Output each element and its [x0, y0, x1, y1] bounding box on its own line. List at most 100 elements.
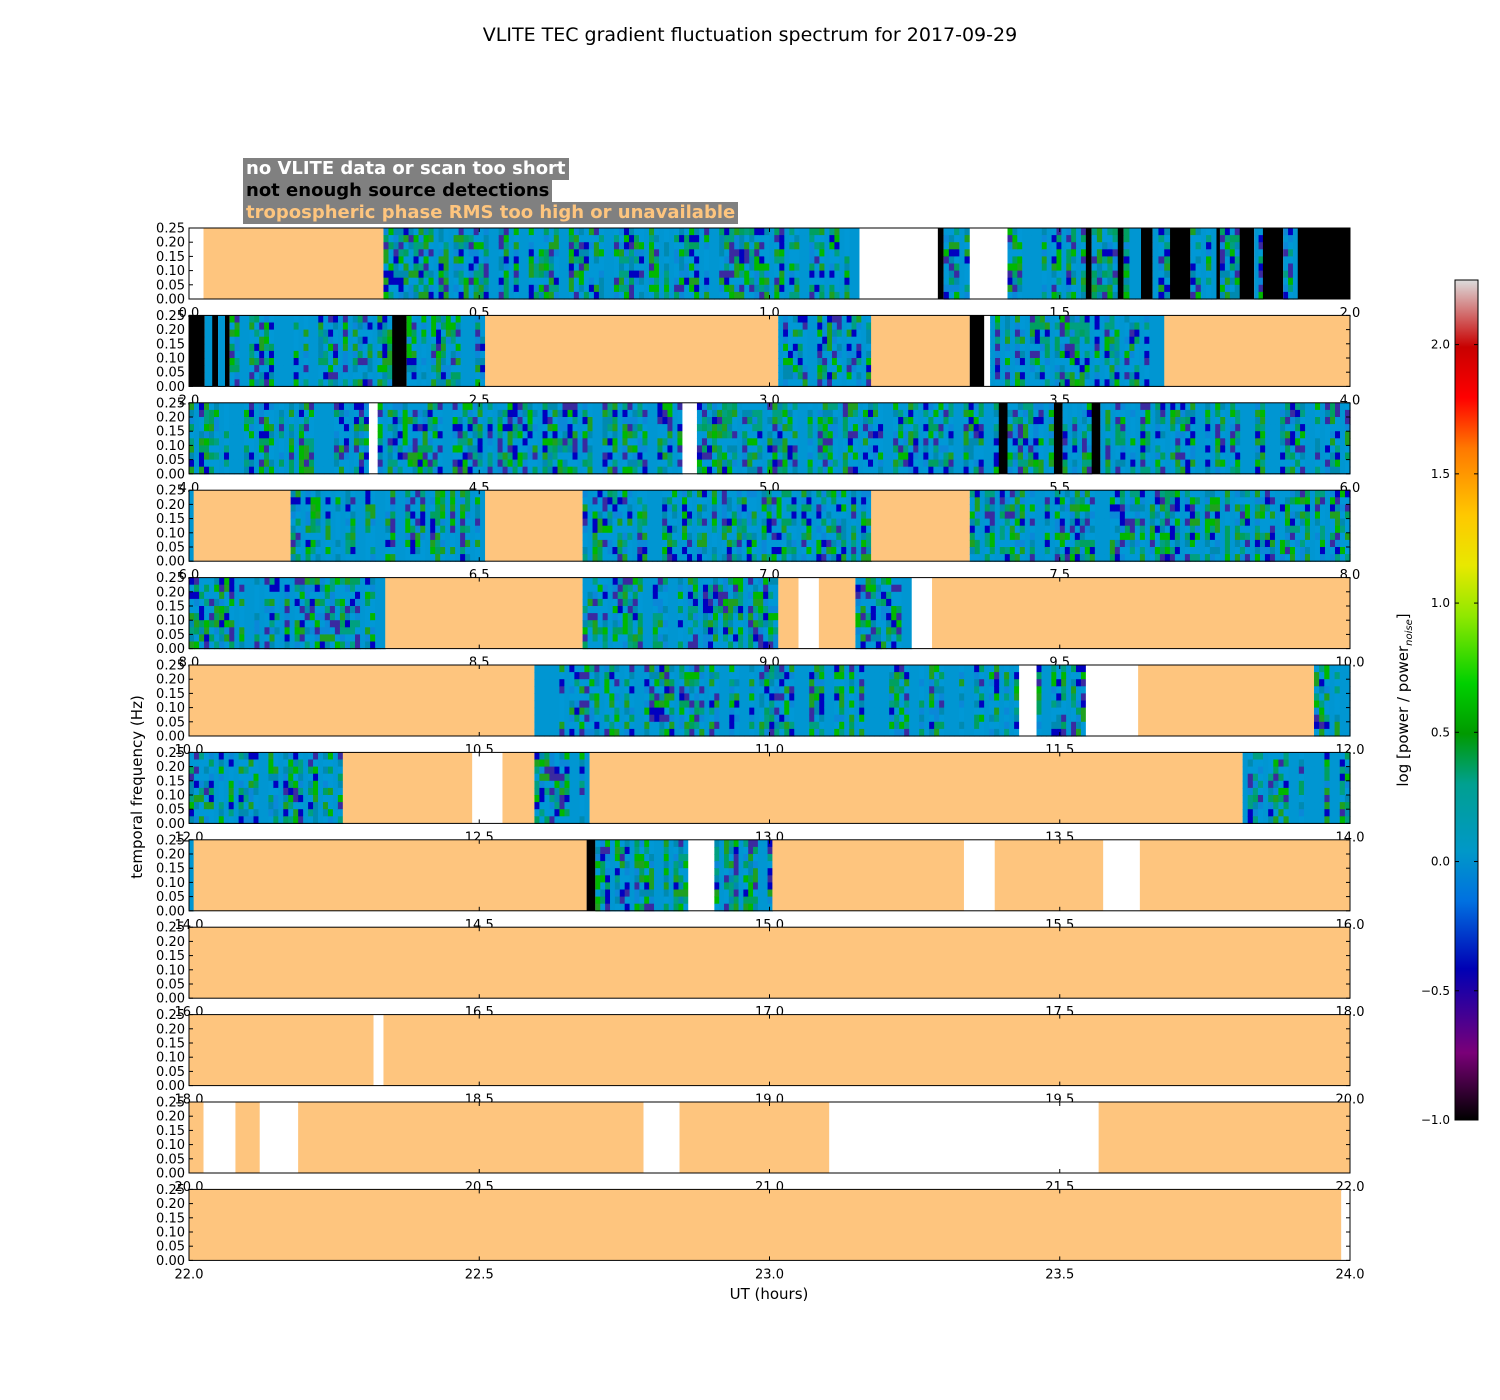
- spectrum-cell: [1140, 452, 1146, 461]
- spectrum-cell: [814, 256, 820, 265]
- spectrum-cell: [1049, 322, 1056, 331]
- spectrum-cell: [1320, 409, 1326, 418]
- spectrum-cell: [1220, 452, 1226, 461]
- spectrum-cell: [777, 466, 784, 475]
- spectrum-cell: [752, 417, 758, 425]
- spectrum-cell: [1320, 445, 1326, 454]
- spectrum-cell: [447, 452, 454, 461]
- spectrum-cell: [357, 365, 364, 373]
- spectrum-cell: [1250, 466, 1256, 475]
- spectrum-cell: [313, 350, 319, 359]
- spectrum-cell: [318, 329, 324, 338]
- spectrum-cell: [204, 315, 210, 324]
- spectrum-cell: [993, 431, 1000, 439]
- spectrum-cell: [323, 409, 330, 418]
- spectrum-cell: [993, 459, 1000, 468]
- spectrum-cell: [792, 409, 799, 418]
- spectrum-cell: [867, 417, 874, 425]
- spectrum-cell: [423, 291, 430, 300]
- spectrum-cell: [460, 322, 467, 331]
- spectrum-cell: [1190, 424, 1196, 432]
- spectrum-cell: [239, 322, 246, 331]
- spectrum-cell: [1130, 466, 1136, 475]
- spectrum-cell: [463, 284, 470, 293]
- spectrum-cell: [1022, 402, 1029, 411]
- spectrum-cell: [229, 322, 236, 331]
- spectrum-cell: [866, 322, 872, 331]
- spectrum-cell: [348, 452, 355, 461]
- spectrum-cell: [458, 235, 465, 243]
- spectrum-cell: [857, 452, 864, 461]
- spectrum-cell: [328, 336, 334, 345]
- spectrum-cell: [878, 431, 884, 439]
- spectrum-cell: [426, 336, 432, 345]
- spectrum-cell: [1089, 329, 1096, 338]
- spectrum-cell: [990, 343, 996, 352]
- spectrum-cell: [852, 409, 859, 418]
- spectrum-cell: [764, 249, 770, 257]
- spectrum-cell: [1079, 358, 1086, 366]
- spectrum-cell: [854, 235, 861, 243]
- spectrum-cell: [1245, 459, 1251, 468]
- spectrum-cell: [194, 466, 200, 475]
- spectrum-cell: [208, 372, 213, 380]
- spectrum-cell: [468, 256, 475, 265]
- spectrum-cell: [993, 466, 1000, 475]
- spectrum-cell: [712, 438, 718, 446]
- spectrum-cell: [802, 358, 809, 366]
- spectrum-cell: [577, 466, 584, 475]
- spectrum-cell: [1012, 409, 1019, 418]
- spectrum-cell: [537, 438, 544, 446]
- spectrum-cell: [995, 336, 1001, 345]
- spectrum-cell: [1292, 270, 1299, 279]
- spectrum-cell: [533, 284, 540, 293]
- spectrum-cell: [243, 466, 250, 475]
- spectrum-cell: [1190, 452, 1196, 461]
- spectrum-cell: [1200, 459, 1206, 468]
- spectrum-cell: [1005, 322, 1011, 331]
- spectrum-cell: [487, 466, 494, 475]
- spectrum-cell: [208, 365, 213, 373]
- spectrum-cell: [458, 270, 465, 279]
- spectrum-cell: [457, 438, 464, 446]
- spectrum-cell: [669, 228, 675, 236]
- spectrum-cell: [1084, 379, 1091, 387]
- spectrum-cell: [709, 235, 715, 243]
- spectrum-cell: [367, 336, 374, 345]
- spectrum-cell: [1120, 445, 1126, 454]
- spectrum-cell: [422, 402, 429, 411]
- spectrum-cell: [1033, 409, 1040, 418]
- spectrum-cell: [468, 263, 475, 272]
- spectrum-cell: [432, 424, 439, 432]
- spectrum-cell: [473, 228, 480, 236]
- spectrum-cell: [478, 270, 485, 279]
- spectrum-cell: [532, 459, 539, 468]
- spectrum-cell: [1280, 466, 1286, 475]
- spectrum-cell: [783, 343, 789, 352]
- spectrum-cell: [208, 459, 215, 468]
- spectrum-cell: [1275, 417, 1281, 425]
- spectrum-cell: [467, 417, 474, 425]
- spectrum-cell: [913, 466, 919, 475]
- spectrum-cell: [443, 256, 450, 265]
- spectrum-cell: [387, 459, 394, 468]
- spectrum-cell: [502, 459, 509, 468]
- chart-title: VLITE TEC gradient fluctuation spectrum …: [482, 24, 1018, 46]
- spectrum-cell: [627, 438, 634, 446]
- spectrum-cell: [744, 291, 750, 300]
- spectrum-cell: [328, 322, 334, 331]
- spectrum-cell: [342, 315, 349, 324]
- spectrum-cell: [734, 291, 740, 300]
- spectrum-cell: [1190, 284, 1197, 293]
- spectrum-cell: [377, 343, 383, 352]
- spectrum-cell: [701, 409, 708, 418]
- spectrum-cell: [263, 438, 270, 446]
- spectrum-cell: [330, 539, 337, 548]
- spectrum-cell: [1229, 228, 1236, 236]
- spectrum-cell: [704, 256, 710, 265]
- spectrum-cell: [817, 438, 824, 446]
- spectrum-cell: [1048, 431, 1055, 439]
- spectrum-cell: [719, 284, 725, 293]
- spectrum-cell: [229, 336, 236, 345]
- spectrum-cell: [1024, 322, 1031, 331]
